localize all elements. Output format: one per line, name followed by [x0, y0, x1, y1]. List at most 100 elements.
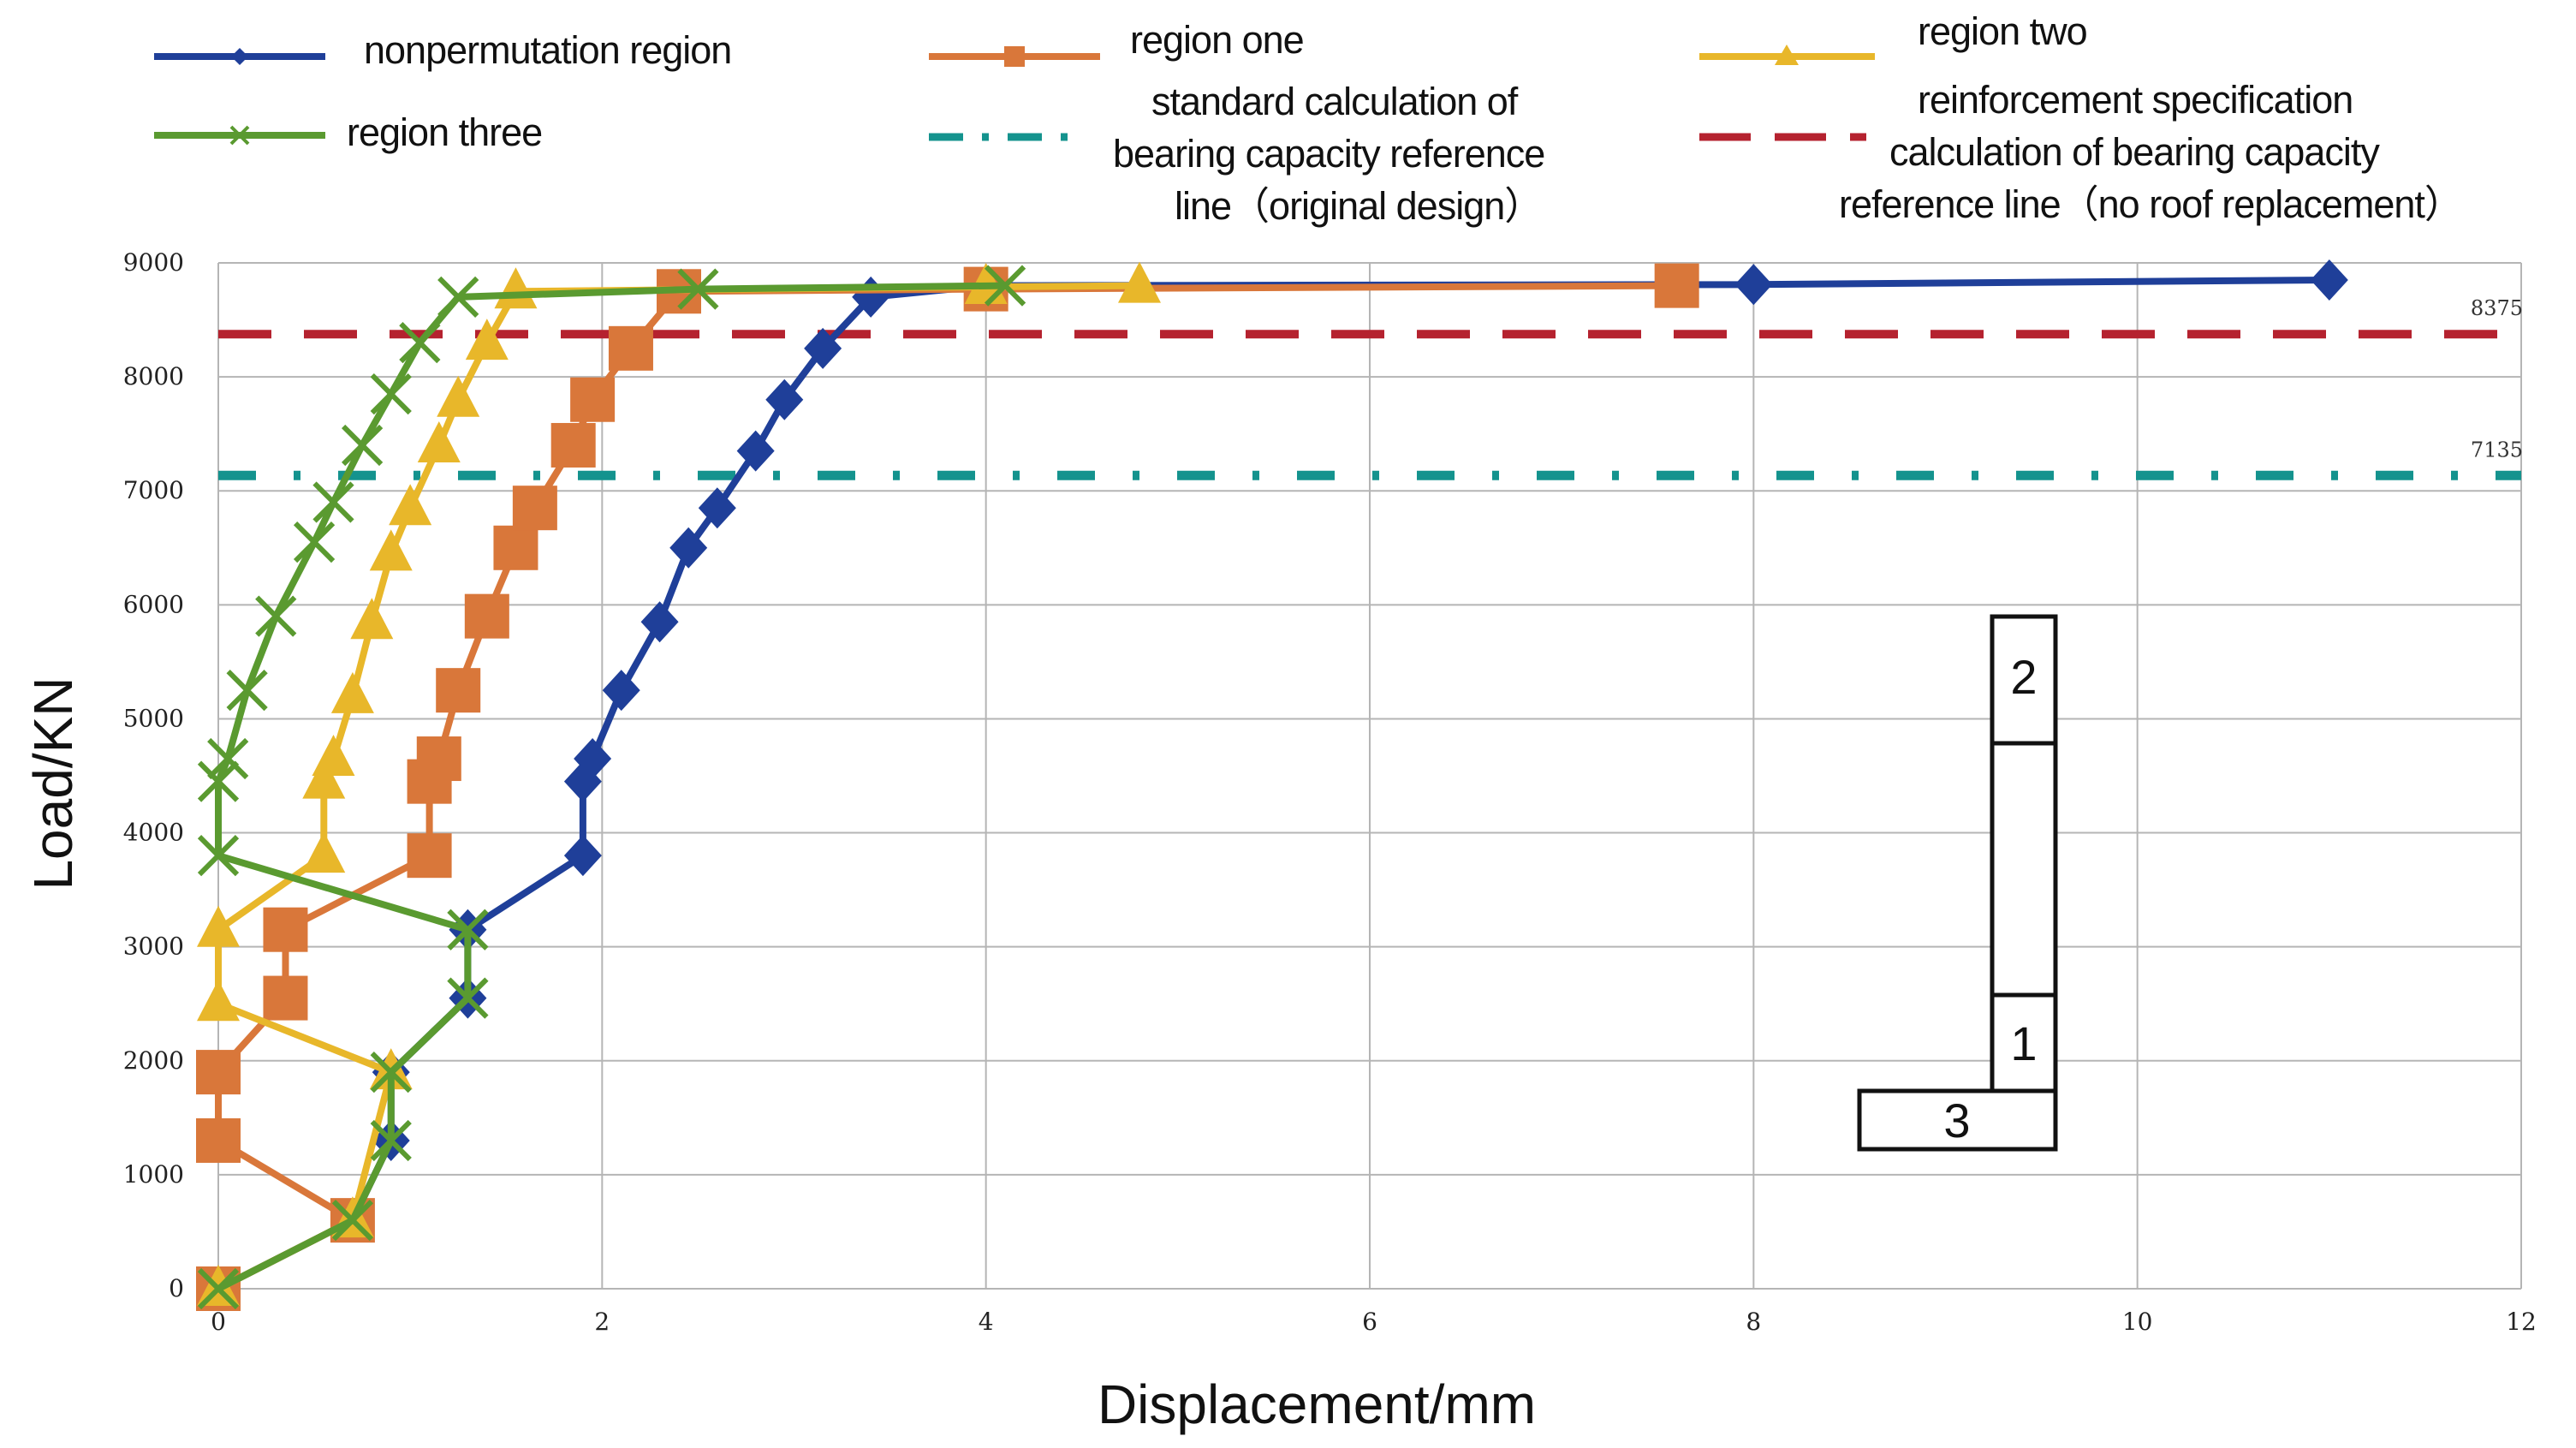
legend-label-region-one: region one [1130, 18, 1304, 62]
reference-lines: 7135 8375 [218, 296, 2523, 480]
schematic-region-3-box [1857, 1088, 2058, 1152]
data-point [417, 420, 461, 462]
data-point [350, 598, 394, 640]
legend-label-standard-line3: line（original design） [1175, 184, 1542, 228]
legend-label-reinforce-line2: calculation of bearing capacity [1889, 130, 2380, 174]
x-tick-label: 8 [1746, 1308, 1761, 1336]
schematic-region-2-box [1990, 614, 2058, 746]
data-point [2310, 259, 2348, 301]
data-point [550, 422, 596, 468]
data-point [765, 378, 804, 420]
y-tick-label: 4000 [123, 819, 184, 847]
data-point [804, 327, 842, 369]
legend-marker-region-one [1004, 46, 1025, 67]
legend-label-region-three: region three [347, 110, 542, 154]
data-point [197, 980, 240, 1022]
x-tick-label: 4 [979, 1308, 994, 1336]
data-point [698, 487, 736, 529]
data-point [447, 909, 489, 950]
data-point [570, 377, 616, 422]
y-tick-label: 6000 [123, 590, 184, 618]
reference-label-reinforcement: 8375 [2471, 296, 2523, 320]
data-point [608, 325, 653, 371]
data-point [293, 521, 336, 563]
data-point [312, 481, 354, 523]
data-point [197, 1267, 240, 1310]
legend-item-nonpermutation: nonpermutation region [154, 28, 732, 72]
data-point [464, 593, 509, 639]
data-point [640, 601, 679, 643]
series-layer [196, 259, 2348, 1311]
reference-label-standard: 7135 [2471, 438, 2523, 462]
y-axis-title: Load/KN [22, 676, 84, 890]
legend-label-region-two: region two [1918, 9, 2087, 53]
legend-item-reinforcement-line: reinforcement specification calculation … [1699, 78, 2463, 226]
data-point [436, 668, 481, 713]
legend-marker-nonpermutation [231, 48, 248, 65]
x-tick-label: 0 [211, 1308, 226, 1336]
legend: nonpermutation region region one region … [154, 9, 2463, 228]
data-point [196, 1117, 241, 1163]
data-point [416, 736, 461, 782]
data-point [302, 757, 346, 799]
x-tick-label: 6 [1362, 1308, 1377, 1336]
y-tick-label: 8000 [123, 362, 184, 390]
legend-label-standard-line2: bearing capacity reference [1113, 132, 1544, 176]
legend-item-region-two: region two [1699, 9, 2088, 65]
legend-label-reinforce-line3: reference line（no roof replacement） [1839, 182, 2462, 226]
series-region-two [197, 261, 1161, 1306]
data-point [369, 529, 413, 571]
data-point [984, 265, 1026, 307]
data-point [389, 484, 432, 526]
data-point [1118, 261, 1161, 303]
y-tick-label: 5000 [123, 704, 184, 732]
data-point [370, 372, 412, 415]
y-tick-label: 2000 [123, 1046, 184, 1075]
data-point [437, 375, 480, 417]
y-tick-label: 7000 [123, 476, 184, 504]
data-point [255, 595, 297, 637]
data-point [447, 977, 489, 1019]
data-point [736, 430, 775, 472]
data-point [331, 1200, 374, 1242]
legend-item-region-three: region three [154, 110, 543, 154]
data-point [330, 671, 374, 713]
legend-marker-region-two [1775, 45, 1799, 65]
series-region-one [196, 263, 1699, 1311]
data-point [370, 1051, 412, 1093]
schematic-label-2: 2 [2010, 650, 2037, 704]
schematic-label-3: 3 [1943, 1093, 1970, 1147]
legend-item-region-one: region one [929, 18, 1305, 67]
schematic-middle-box [1990, 741, 2058, 998]
data-point [1734, 264, 1773, 306]
data-point [669, 527, 708, 569]
x-tick-label: 2 [594, 1308, 610, 1336]
schematic-label-1: 1 [2010, 1016, 2037, 1070]
data-point [493, 525, 538, 570]
legend-marker-region-three [229, 125, 250, 146]
axis-ticks: 0 1000 2000 3000 4000 5000 6000 7000 8000 9000 0 2 4… [123, 248, 2537, 1336]
y-tick-label: 3000 [123, 933, 184, 961]
y-tick-label: 0 [169, 1274, 184, 1302]
data-point [312, 735, 355, 777]
legend-label-nonpermutation: nonpermutation region [364, 28, 731, 72]
data-point [197, 835, 240, 877]
data-point [342, 424, 384, 467]
x-tick-label: 12 [2506, 1308, 2537, 1336]
region-schematic [1857, 614, 2058, 1152]
data-point [226, 670, 268, 712]
schematic-region-1-box [1990, 992, 2058, 1093]
data-point [563, 835, 602, 877]
x-tick-label: 10 [2122, 1308, 2153, 1336]
legend-label-reinforce-line1: reinforcement specification [1918, 78, 2353, 122]
data-point [302, 831, 346, 873]
data-point [677, 268, 719, 310]
data-point [263, 907, 308, 952]
data-point [197, 905, 240, 947]
data-point [1654, 263, 1699, 308]
data-point [399, 322, 441, 364]
data-point [197, 760, 240, 802]
data-point [207, 737, 249, 780]
legend-label-standard-line1: standard calculation of [1151, 80, 1519, 123]
y-tick-label: 1000 [123, 1160, 184, 1189]
